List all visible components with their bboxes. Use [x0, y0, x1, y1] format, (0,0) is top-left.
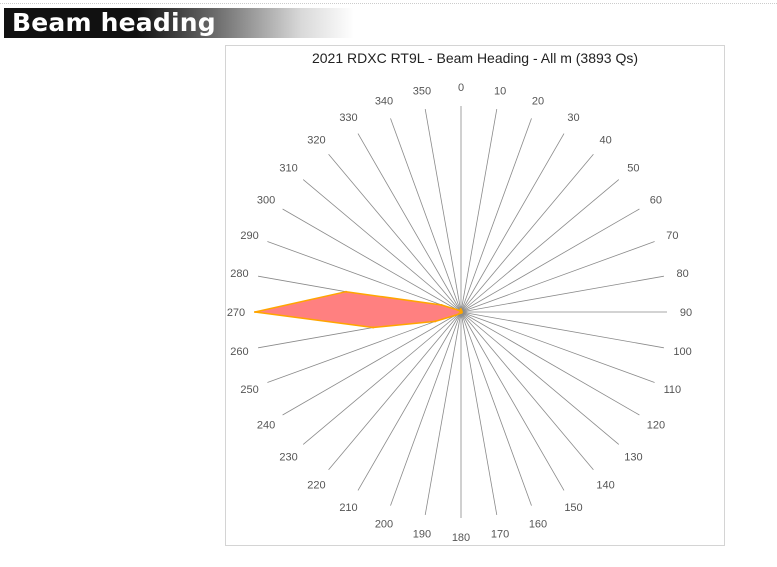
- spoke-10: [460, 109, 498, 313]
- spoke-120: [460, 311, 640, 416]
- spoke-80: [460, 275, 664, 313]
- axis-label-340: 340: [375, 96, 393, 108]
- spoke-140: [460, 311, 594, 471]
- spoke-340: [390, 118, 462, 313]
- spoke-290: [267, 241, 462, 313]
- top-divider: [0, 3, 777, 4]
- data-point-260: [372, 326, 375, 329]
- axis-label-200: 200: [375, 518, 393, 530]
- radar-chart: 0 10 20 30 40 50 60 70 80 90 100 110 120 130 140 150 160…: [227, 82, 692, 544]
- data-point-230: [457, 312, 460, 315]
- spoke-20: [460, 118, 532, 313]
- spoke-130: [460, 311, 620, 445]
- axis-label-120: 120: [647, 420, 665, 432]
- spoke-240: [282, 311, 462, 416]
- axis-label-270: 270: [227, 307, 245, 319]
- chart-title: 2021 RDXC RT9L - Beam Heading - All m (3…: [311, 50, 639, 66]
- axis-label-60: 60: [650, 195, 662, 207]
- axis-label-20: 20: [532, 96, 544, 108]
- axis-label-300: 300: [257, 195, 275, 207]
- axis-label-260: 260: [230, 346, 248, 358]
- data-point-270: [254, 311, 256, 313]
- spoke-330: [357, 133, 462, 313]
- spoke-40: [460, 153, 594, 313]
- chart-frame: 0 10 20 30 40 50 60 70 80 90 100 110 120 130 140 150 160…: [225, 45, 725, 546]
- data-point-350: [459, 308, 462, 311]
- spoke-230: [302, 311, 462, 445]
- spoke-190: [424, 311, 462, 515]
- spoke-160: [460, 311, 532, 506]
- section-title: Beam heading: [12, 8, 216, 37]
- data-point-240: [454, 314, 457, 317]
- axis-label-0: 0: [458, 82, 464, 94]
- axis-label-330: 330: [339, 112, 357, 124]
- axis-label-240: 240: [257, 420, 275, 432]
- spoke-30: [460, 133, 565, 313]
- axis-label-220: 220: [307, 479, 325, 491]
- spoke-70: [460, 241, 655, 313]
- data-point-300: [456, 308, 459, 311]
- spoke-210: [357, 311, 462, 491]
- series-area-0: [254, 290, 463, 329]
- axis-label-110: 110: [664, 384, 682, 396]
- axis-label-180: 180: [452, 532, 470, 544]
- spoke-300: [282, 208, 462, 313]
- axis-label-320: 320: [307, 135, 325, 147]
- data-point-290: [440, 304, 443, 306]
- axis-label-280: 280: [230, 268, 248, 280]
- spoke-100: [460, 311, 664, 349]
- axis-label-30: 30: [567, 112, 579, 124]
- axis-label-40: 40: [599, 135, 611, 147]
- axis-label-50: 50: [627, 162, 639, 174]
- axis-label-290: 290: [240, 230, 258, 242]
- spoke-350: [424, 109, 462, 313]
- section-header: Beam heading: [4, 8, 354, 38]
- axis-label-150: 150: [564, 502, 582, 514]
- spoke-170: [460, 311, 498, 515]
- axis-label-310: 310: [279, 162, 297, 174]
- spoke-50: [460, 179, 620, 313]
- axis-label-160: 160: [529, 518, 547, 530]
- axis-label-70: 70: [666, 230, 678, 242]
- spoke-150: [460, 311, 565, 491]
- axis-label-90: 90: [680, 307, 692, 319]
- axis-label-80: 80: [676, 268, 688, 280]
- axis-label-130: 130: [624, 452, 642, 464]
- spoke-320: [328, 153, 462, 313]
- spoke-250: [267, 311, 462, 383]
- spoke-220: [328, 311, 462, 471]
- axis-label-210: 210: [339, 502, 357, 514]
- axis-label-250: 250: [240, 384, 258, 396]
- spoke-200: [390, 311, 462, 506]
- axis-label-10: 10: [494, 85, 506, 97]
- data-point-250: [434, 320, 437, 323]
- axis-label-190: 190: [413, 529, 431, 541]
- axis-label-100: 100: [673, 346, 691, 358]
- axis-label-140: 140: [596, 479, 614, 491]
- data-point-280: [345, 290, 347, 293]
- axis-label-230: 230: [279, 452, 297, 464]
- spoke-60: [460, 208, 640, 313]
- spoke-310: [302, 179, 462, 313]
- spoke-110: [460, 311, 655, 383]
- axis-label-170: 170: [491, 529, 509, 541]
- axis-label-350: 350: [413, 85, 431, 97]
